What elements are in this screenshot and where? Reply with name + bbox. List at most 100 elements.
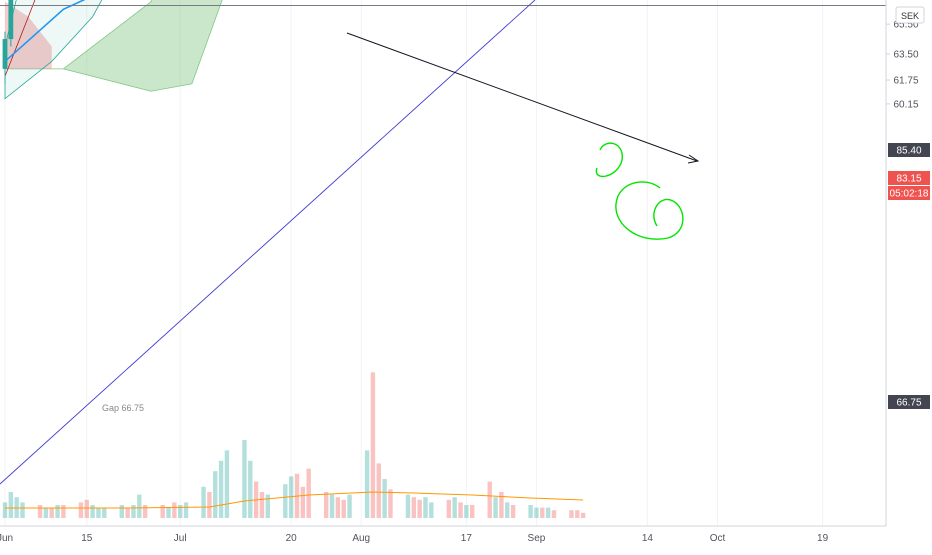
gap-badge-box: [888, 395, 930, 409]
volume-bar: [78, 502, 84, 518]
price-tick-label: 65.50: [893, 20, 918, 31]
volume-bar: [470, 505, 475, 518]
volume-bar: [464, 505, 469, 518]
volume-bar: [166, 507, 171, 518]
volume-bar: [429, 502, 434, 518]
volume-bar: [335, 497, 341, 518]
volume-bar: [61, 505, 66, 518]
trend-arrow-head: [687, 154, 700, 164]
candlesticks: [2, 0, 14, 84]
volume-bar: [388, 489, 393, 518]
time-tick-label: 14: [642, 533, 654, 544]
volume-bar: [137, 494, 142, 518]
volume-bar: [376, 463, 381, 518]
time-tick-label: 15: [81, 533, 93, 544]
time-tick-label: Sep: [528, 533, 546, 544]
cloud-area: [5, 0, 223, 92]
bollinger-bands: [4, 0, 103, 100]
volume-bar: [142, 505, 148, 518]
time-tick-label: 19: [817, 533, 829, 544]
uptrend-channel-line: [0, 0, 536, 485]
volume-bar: [370, 372, 376, 518]
time-tick-label: Aug: [352, 533, 370, 544]
volume-bar: [505, 502, 510, 518]
volume-ma-line: [5, 491, 584, 509]
volume-bars: [2, 372, 586, 518]
volume-bar: [510, 505, 516, 518]
volume-bar: [458, 502, 463, 518]
volume-bar: [20, 502, 25, 518]
annotation-hook: [595, 142, 623, 178]
grid: [4, 0, 824, 526]
volume-bar: [411, 497, 416, 518]
countdown-label: 05:02:18: [890, 189, 929, 200]
volume-bar: [575, 510, 580, 518]
volume-bar: [265, 494, 270, 518]
candle-body: [2, 39, 8, 69]
volume-bar: [213, 471, 218, 518]
volume-bar: [306, 468, 311, 518]
gap-label: Gap 66.75: [102, 403, 144, 413]
level-badge: 85.40: [896, 146, 921, 157]
volume-bar: [452, 497, 457, 518]
candle-body: [8, 0, 14, 40]
volume-bar: [160, 505, 165, 518]
currency-badge[interactable]: [895, 6, 925, 24]
volume-bar: [423, 497, 428, 518]
time-tick-label: Jul: [174, 533, 187, 544]
currency-label: SEK: [901, 11, 919, 21]
volume-bar: [2, 502, 8, 518]
annotation-loop: [615, 181, 684, 240]
volume-bar: [201, 486, 206, 518]
volume-bar: [288, 476, 294, 518]
fibonacci-levels: 0(96.40)0.236(89.70)0.382(85.55)0.5(82.2…: [0, 5, 886, 7]
volume-bar: [534, 507, 539, 518]
volume-bar: [96, 507, 101, 518]
volume-bar: [49, 507, 54, 518]
level-badge-box: [888, 143, 930, 157]
volume-bar: [125, 507, 130, 518]
volume-bar: [364, 450, 370, 518]
volume-bar: [551, 510, 557, 518]
volume-bar: [119, 505, 124, 518]
time-tick-label: Jun: [0, 533, 13, 544]
last-price-label: 83.15: [896, 174, 921, 185]
price-tick-label: 67.50: [893, 0, 918, 1]
volume-bar: [183, 502, 189, 518]
volume-bar: [540, 507, 545, 518]
price-tick-label: 60.15: [893, 99, 918, 110]
volume-bar: [569, 510, 574, 518]
time-tick-label: 20: [286, 533, 298, 544]
volume-bar: [259, 492, 265, 518]
volume-bar: [218, 460, 224, 518]
bollinger-envelope: [4, 0, 103, 100]
time-tick-label: 17: [461, 533, 473, 544]
volume-bar: [178, 505, 183, 518]
trend-drawings: [0, 0, 700, 485]
volume-bar: [347, 494, 352, 518]
last-price-box: [888, 171, 930, 185]
volume-bar: [528, 505, 533, 518]
volume-bar: [55, 505, 60, 518]
volume-bar: [545, 507, 551, 518]
volume-bar: [580, 512, 586, 518]
time-axis[interactable]: Jun 15 Jul 20 Aug 17 Sep 14 Oct 19: [0, 525, 932, 550]
time-tick-label: Oct: [710, 533, 726, 544]
volume-bar: [43, 507, 49, 518]
countdown-box: [888, 186, 930, 200]
volume-bar: [224, 450, 230, 518]
volume-bar: [382, 479, 387, 518]
volume-bar: [102, 507, 107, 518]
volume-bar: [446, 499, 452, 518]
volume-bar: [172, 502, 177, 518]
volume-bar: [8, 492, 14, 518]
volume-bar: [37, 505, 43, 518]
volume-bar: [300, 486, 306, 518]
volume-bar: [84, 499, 89, 518]
ichimoku-cloud: [5, 0, 223, 92]
volume-bar: [131, 505, 136, 518]
volume-bar: [341, 499, 346, 518]
price-scale[interactable]: 95.5093.5091.5089.5087.5081.5079.5077.50…: [885, 0, 932, 550]
